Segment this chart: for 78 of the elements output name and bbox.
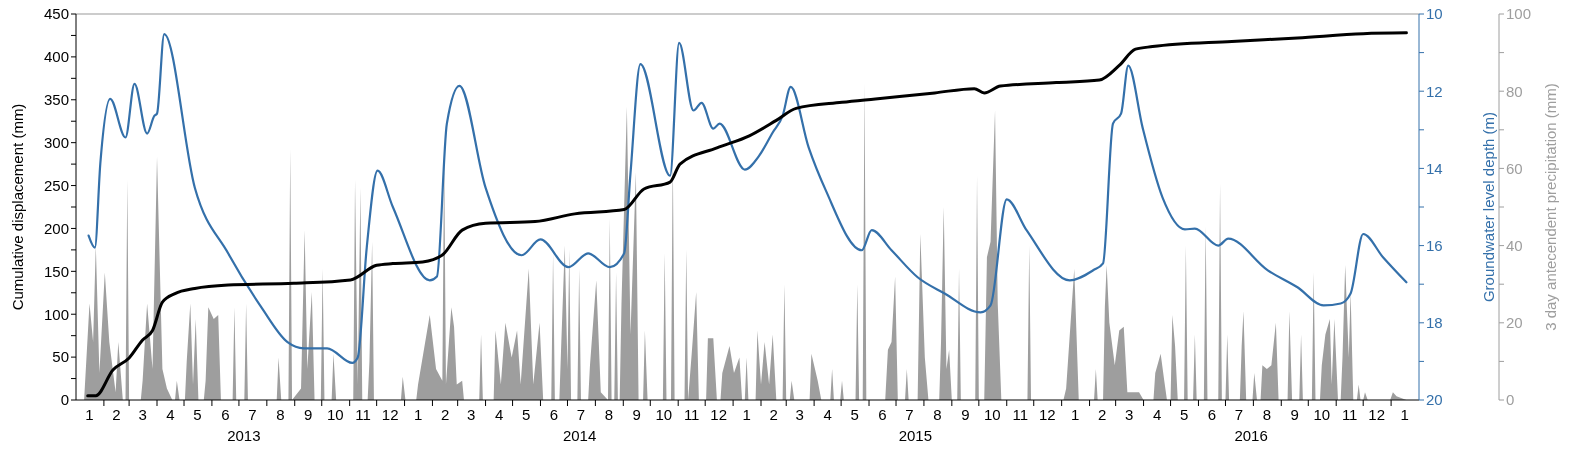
y-tick-label: 400 [43,48,69,66]
x-tick-label: 7 [905,406,914,423]
x-tick-label: 2 [440,406,450,423]
x-tick-label: 11 [1012,406,1029,423]
x-tick-label: 2 [1097,406,1107,423]
y3-tick-label: 80 [1506,82,1523,100]
x-tick-label: 9 [961,406,970,423]
x-tick-label: 10 [1313,406,1331,423]
y2-tick-label: 14 [1426,159,1443,177]
y3-tick-label: 20 [1506,314,1523,332]
y-tick-label: 350 [43,91,69,109]
x-tick-label: 11 [683,406,700,423]
text: 2016 [1234,427,1268,444]
x-tick-label: 11 [1341,406,1358,423]
x-tick-label: 8 [1262,406,1272,423]
x-tick-label: 8 [933,406,942,423]
y3-axis-title: 3 day antecendent precipitation (mm) [1542,83,1560,331]
x-tick-label: 10 [983,406,1001,423]
x-tick-label: 12 [1368,406,1386,423]
x-tick-label: 3 [466,406,476,423]
x-tick-label: 1 [1070,406,1080,423]
x-tick-label: 10 [326,406,344,423]
y-tick-label: 250 [43,176,69,194]
x-tick-label: 9 [1290,406,1299,423]
x-tick-label: 12 [710,406,728,423]
y2-tick-label: 18 [1426,314,1443,332]
x-tick-label: 6 [878,406,887,423]
x-tick-label: 11 [355,406,371,423]
x-tick-label: 3 [795,406,804,423]
x-tick-label: 1 [1400,406,1409,423]
x-tick-label: 4 [494,406,504,423]
x-tick-label: 5 [521,406,531,423]
y2-tick-label: 16 [1426,236,1443,254]
y3-tick-label: 100 [1506,5,1532,23]
y3-tick-label: 0 [1506,391,1515,409]
x-tick-label: 9 [632,406,641,423]
x-tick-label: 3 [1124,406,1134,423]
x-tick-label: 4 [1152,406,1162,423]
y-tick-label: 450 [43,5,69,23]
x-tick-label: 4 [166,406,175,423]
text: 2014 [562,427,597,444]
x-tick-label: 5 [850,406,859,423]
x-tick-label: 10 [655,406,673,423]
x-tick-label: 9 [304,406,313,423]
x-tick-label: 5 [1179,406,1189,423]
x-tick-label: 8 [604,406,614,423]
y2-tick-label: 20 [1426,391,1443,409]
x-tick-label: 6 [1207,406,1217,423]
x-tick-label: 3 [138,406,147,423]
x-tick-label: 12 [1038,406,1056,423]
text: 2015 [898,427,933,444]
y2-axis-title: Groundwater level depth (m) [1480,111,1498,303]
y-tick-label: 50 [52,348,69,366]
x-tick-label: 12 [381,406,399,423]
y-tick-label: 100 [43,305,69,323]
x-tick-label: 4 [823,406,832,423]
y-tick-label: 200 [43,219,69,237]
y-tick-label: 0 [60,391,69,409]
y2-tick-label: 10 [1426,5,1443,23]
x-tick-label: 6 [549,406,559,423]
x-tick-label: 6 [221,406,230,423]
y-axis-title: Cumulative displacement (mm) [9,103,27,311]
x-tick-label: 5 [193,406,202,423]
y3-tick-label: 60 [1506,159,1523,177]
x-tick-label: 7 [1234,406,1244,423]
x-tick-label: 7 [248,406,257,423]
x-tick-label: 1 [85,406,94,423]
x-tick-label: 1 [742,406,751,423]
x-tick-label: 2 [112,406,121,423]
x-tick-label: 2 [769,406,778,423]
x-tick-label: 1 [413,406,423,423]
y-tick-label: 300 [43,133,69,151]
text: 2013 [227,427,261,444]
x-tick-label: 8 [276,406,285,423]
x-tick-label: 7 [576,406,586,423]
y2-tick-label: 12 [1426,82,1443,100]
y-tick-label: 150 [43,262,69,280]
y3-tick-label: 40 [1506,236,1523,254]
